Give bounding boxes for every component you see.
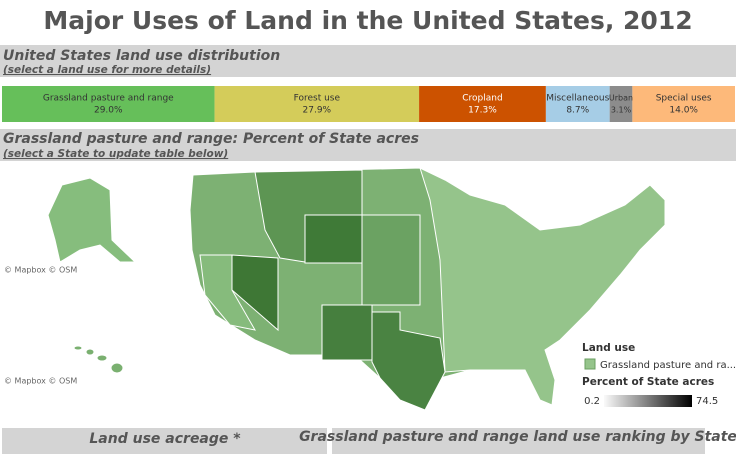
map-attribution: © Mapbox © OSM (4, 266, 77, 275)
segment-label: Special uses (656, 94, 712, 104)
segment-label: Grassland pasture and range (43, 94, 174, 104)
segment-label: Forest use (294, 94, 341, 104)
segment-value: 14.0% (669, 106, 698, 116)
bar-segment[interactable] (214, 86, 420, 122)
chart-subtitle[interactable]: (select a land use for more details) (3, 64, 211, 76)
legend-item[interactable]: Grassland pasture and ra... (600, 360, 736, 371)
scale-min: 0.2 (584, 396, 600, 407)
segment-label: Cropland (462, 94, 502, 104)
bar-segment[interactable] (545, 86, 610, 122)
bar-segment[interactable] (609, 86, 633, 122)
segment-label: Miscellaneous (546, 94, 609, 104)
bar-segment[interactable] (632, 86, 735, 122)
legend-scale-title: Percent of State acres (582, 376, 714, 388)
section-header (0, 129, 736, 161)
table-header (332, 428, 705, 454)
segment-value: 17.3% (468, 106, 497, 116)
color-scale (604, 395, 692, 407)
segment-value: 3.1% (611, 106, 632, 115)
map-legend: Land use Grassland pasture and ra... Per… (582, 342, 736, 407)
page-title: Major Uses of Land in the United States,… (43, 6, 692, 35)
segment-value: 27.9% (303, 106, 332, 116)
map-title: Grassland pasture and range: Percent of … (3, 131, 419, 147)
table-header (2, 428, 327, 454)
chart-title: United States land use distribution (3, 48, 280, 64)
segment-value: 8.7% (566, 106, 589, 116)
legend-title: Land use (582, 342, 635, 354)
map[interactable] (47, 167, 666, 411)
section-header (0, 45, 736, 77)
map-subtitle[interactable]: (select a State to update table below) (3, 148, 228, 160)
segment-value: 29.0% (94, 106, 123, 116)
segment-label: Urban (609, 94, 633, 103)
bar-segment[interactable] (2, 86, 215, 122)
legend-swatch[interactable] (584, 358, 596, 370)
scale-max: 74.5 (696, 396, 718, 407)
table-title: Land use acreage * (89, 431, 241, 447)
table-title: Grassland pasture and range land use ran… (299, 429, 736, 445)
stacked-bar: Grassland pasture and range 29.0% Forest u… (2, 86, 735, 122)
bar-segment[interactable] (419, 86, 546, 122)
map-attribution: © Mapbox © OSM (4, 377, 77, 386)
